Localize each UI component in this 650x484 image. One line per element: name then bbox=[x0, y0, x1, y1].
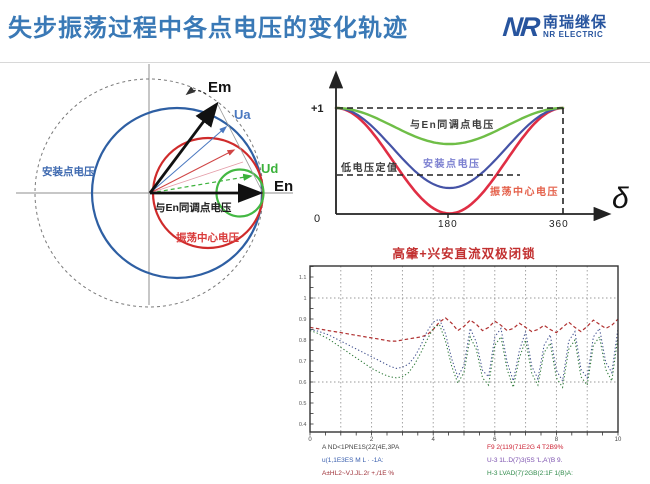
y-tick-label: 0.4 bbox=[299, 422, 307, 428]
y-tick-label: 0.8 bbox=[299, 338, 307, 344]
em-en-chord bbox=[216, 102, 263, 192]
y-plus1-label: +1 bbox=[311, 103, 324, 115]
center-voltage-vector bbox=[149, 149, 236, 194]
trace-red bbox=[309, 317, 619, 342]
legend-entry: H-3 LVAD(7)'2GB(2:1F 1(B)A: bbox=[487, 470, 573, 477]
curve-安装点电压 bbox=[334, 106, 565, 190]
simulation-chart-title: 高肇+兴安直流双极闭锁 bbox=[392, 246, 535, 261]
header-divider bbox=[0, 62, 650, 63]
trace-blue bbox=[309, 318, 619, 383]
simulation-legend-left: A ND<1PNE1S(2Z(4E,3PA u(1,1E3ES M L · -1A… bbox=[322, 441, 399, 480]
legend-entry: F9 2(119(71E2G 4 T2B9% bbox=[487, 444, 564, 451]
x-tick-label: 2 bbox=[370, 437, 374, 443]
y-tick-label: 0.9 bbox=[299, 317, 307, 323]
logo-name-en: NR ELECTRIC bbox=[543, 30, 604, 40]
delta-axis-label: δ bbox=[612, 182, 629, 215]
legend-entry: u(1,1E3ES M L · -1A: bbox=[322, 457, 384, 464]
simulation-chart-frame bbox=[309, 265, 619, 433]
legend-entry: A±HL2~VJ.JL.2r +,/1E % bbox=[322, 470, 395, 477]
nr-electric-logo: NR 南瑞继保 NR ELECTRIC bbox=[501, 12, 608, 42]
legend-entry: U-3 1L.D(7)3(5S 'L,A'(B 9. bbox=[487, 457, 563, 464]
simulation-chart: 高肇+兴安直流双极闭锁 0 2 4 6 8 10 1.1 1 0.9 0.8 0.7 0.6 0.5 0.… bbox=[299, 246, 622, 443]
curve-与En同调点电压 bbox=[334, 106, 565, 146]
sync-curve-label: 与En同调点电压 bbox=[410, 118, 495, 131]
y-tick-label: 1 bbox=[303, 296, 306, 302]
ua-vector bbox=[149, 126, 228, 194]
y-tick-label: 1.1 bbox=[299, 275, 307, 281]
simulation-legend-right: F9 2(119(71E2G 4 T2B9% U-3 1L.D(7)3(5S 'L… bbox=[487, 441, 573, 480]
x-tick-label: 10 bbox=[615, 437, 622, 443]
simulation-chart-plot-area: 0 2 4 6 8 10 1.1 1 0.9 0.8 0.7 0.6 0.5 0.4 bbox=[299, 266, 622, 443]
center-voltage-vector-faint bbox=[149, 161, 244, 194]
em-vector bbox=[148, 101, 219, 194]
y-tick-label: 0.6 bbox=[299, 380, 307, 386]
nr-logo-icon: NR bbox=[501, 12, 540, 42]
phasor-diagram: Em Ua Ud En 安装点电压 与En同调点电压 振荡中心电压 bbox=[16, 64, 293, 308]
install-point-voltage-label: 安装点电压 bbox=[42, 165, 95, 178]
x-180-label: 180 bbox=[438, 219, 458, 230]
sync-point-voltage-label: 与En同调点电压 bbox=[155, 201, 232, 214]
logo-name-cn: 南瑞继保 bbox=[543, 14, 608, 32]
osc-center-voltage-label: 振荡中心电压 bbox=[176, 231, 239, 244]
y-zero-label: 0 bbox=[314, 213, 320, 225]
x-360-label: 360 bbox=[549, 219, 569, 230]
em-label: Em bbox=[208, 79, 231, 96]
legend-entry: A ND<1PNE1S(2Z(4E,3PA bbox=[322, 444, 400, 451]
x-tick-label: 4 bbox=[432, 437, 436, 443]
low-voltage-threshold-label: 低电压定值 bbox=[340, 161, 399, 174]
page-title: 失步振荡过程中各点电压的变化轨迹 bbox=[8, 15, 408, 42]
center-curve-label: 振荡中心电压 bbox=[490, 185, 559, 198]
ud-vector bbox=[149, 173, 253, 194]
rotation-arrow-icon bbox=[185, 86, 207, 96]
y-tick-label: 0.7 bbox=[299, 359, 307, 365]
y-tick-label: 0.5 bbox=[299, 401, 307, 407]
x-tick-label: 6 bbox=[493, 437, 497, 443]
x-tick-label: 0 bbox=[308, 437, 312, 443]
ua-label: Ua bbox=[234, 107, 251, 122]
en-label: En bbox=[274, 178, 293, 195]
x-tick-label: 8 bbox=[555, 437, 559, 443]
voltage-delta-plot: +1 0 180 360 δ 与En同调点电压 安装点电压 振荡中心电压 低电压… bbox=[311, 70, 629, 230]
trace-green bbox=[309, 323, 619, 390]
install-curve-label: 安装点电压 bbox=[423, 157, 481, 170]
ud-label: Ud bbox=[261, 161, 278, 176]
